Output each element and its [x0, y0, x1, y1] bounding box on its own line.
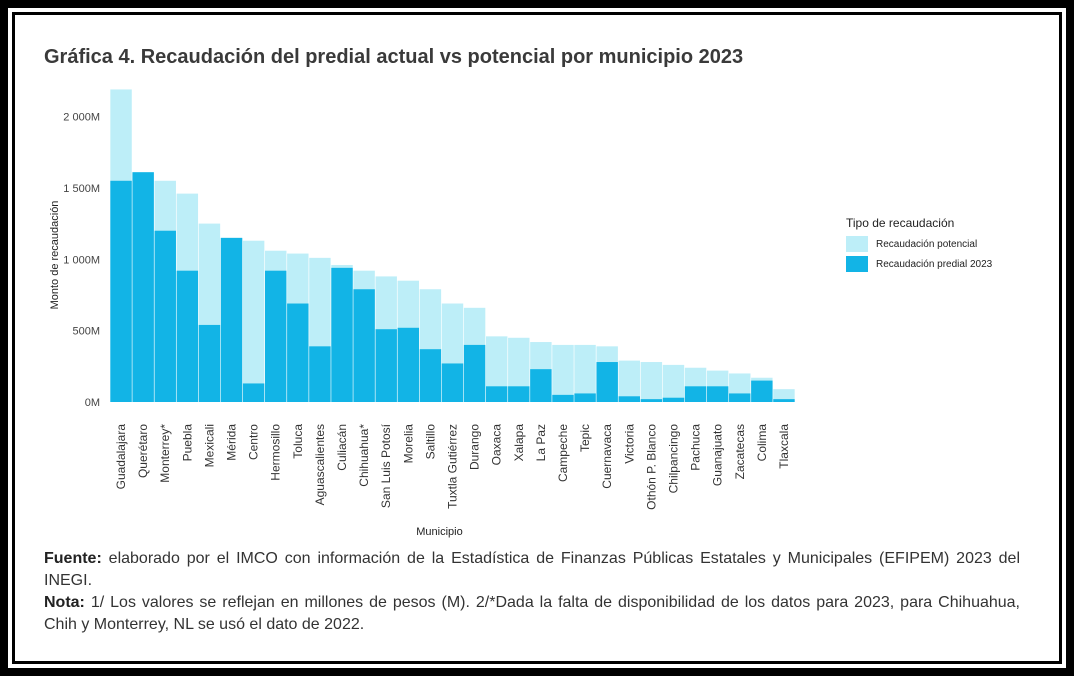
x-tick-label: Centro [247, 424, 261, 460]
chart-title: Gráfica 4. Recaudación del predial actua… [44, 46, 744, 68]
legend-item-potencial: Recaudación potencial [846, 236, 977, 252]
x-tick-label: Cuernavaca [600, 424, 614, 489]
bar-actual [574, 393, 596, 402]
bar-actual [110, 180, 132, 402]
x-tick-label: Campeche [556, 424, 570, 482]
nota-paragraph: Nota: 1/ Los valores se reflejan en mill… [44, 592, 1020, 636]
bar-actual [242, 383, 265, 402]
x-tick-label: Tepic [578, 424, 592, 452]
x-tick-label: Puebla [180, 424, 194, 462]
x-tick-label: Victoria [622, 424, 636, 464]
legend-swatch-actual [846, 256, 868, 272]
bar-chart: 0M 500M 1 000M 1 500M 2 000M Monto de recauda… [49, 89, 795, 538]
bar-actual [397, 327, 420, 402]
bar-actual [618, 396, 640, 402]
x-tick-label: Morelia [401, 424, 415, 464]
x-tick-label: Aguascalientes [313, 424, 327, 505]
bar-actual [309, 346, 331, 402]
bar-actual [287, 303, 309, 402]
fuente-label: Fuente: [44, 550, 102, 567]
bar-actual [596, 362, 618, 402]
bar-actual [662, 397, 685, 402]
bar-actual [751, 380, 773, 402]
legend-label-potencial: Recaudación potencial [876, 238, 978, 250]
x-tick-label: Zacatecas [733, 424, 747, 479]
x-tick-label: Xalapa [512, 424, 526, 462]
x-tick-label: Culiacán [335, 424, 349, 471]
bar-actual [706, 386, 729, 402]
legend-item-actual: Recaudación predial 2023 [846, 256, 992, 272]
bar-potencial [242, 240, 265, 402]
fuente-paragraph: Fuente: elaborado por el IMCO con inform… [44, 548, 1020, 592]
bar-potencial [485, 336, 508, 402]
x-tick-label: Tlaxcala [777, 424, 791, 469]
x-tick-label: Durango [468, 424, 482, 470]
x-tick-label: Saltillo [423, 424, 437, 460]
x-tick-label: Othón P. Blanco [644, 424, 658, 510]
bar-actual [331, 267, 353, 402]
bar-potencial [773, 389, 795, 402]
legend-title: Tipo de recaudación [846, 216, 955, 230]
bar-actual [198, 324, 221, 402]
x-tick-label: San Luis Potosí [379, 423, 393, 508]
x-tick-label: Mexicali [202, 424, 216, 467]
bar-potencial [662, 364, 685, 402]
x-tick-label: Tuxtla Gutiérrez [446, 424, 460, 509]
x-tick-label: Colima [755, 424, 769, 462]
bar-actual [729, 393, 751, 402]
bar-actual [684, 386, 707, 402]
x-tick-label: Guanajuato [711, 424, 725, 486]
nota-label: Nota: [44, 594, 85, 611]
bar-actual [220, 237, 243, 402]
bar-actual [640, 399, 663, 402]
bar-potencial [508, 337, 530, 402]
fuente-text: elaborado por el IMCO con información de… [44, 550, 1020, 589]
y-tick-label: 1 000M [63, 254, 100, 266]
bar-potencial [574, 344, 596, 402]
x-tick-label: Guadalajara [114, 424, 128, 490]
bar-actual [508, 386, 530, 402]
y-tick-label: 0M [85, 397, 100, 409]
x-tick-label: Mérida [225, 424, 239, 461]
legend-swatch-potencial [846, 236, 868, 252]
bar-potencial [640, 362, 663, 402]
bar-actual [265, 270, 287, 402]
bar-actual [530, 369, 552, 402]
x-tick-label: Chihuahua* [357, 424, 371, 487]
x-tick-label: Monterrey* [158, 424, 172, 483]
bar-actual [773, 399, 795, 402]
bar-actual [176, 270, 199, 402]
y-axis-label: Monto de recaudación [49, 201, 61, 310]
x-tick-label: Chilpancingo [666, 424, 680, 494]
bar-actual [353, 289, 375, 402]
y-tick-label: 2 000M [63, 112, 100, 124]
x-tick-label: Hermosillo [269, 424, 283, 481]
bar-actual [441, 363, 464, 402]
bar-actual [485, 386, 508, 402]
x-tick-label: Oaxaca [490, 424, 504, 466]
legend-label-actual: Recaudación predial 2023 [876, 258, 993, 270]
y-tick-label: 500M [72, 326, 100, 338]
bar-actual [463, 344, 486, 402]
x-tick-label: Querétaro [136, 424, 150, 478]
y-tick-label: 1 500M [63, 183, 100, 195]
bar-actual [132, 172, 154, 402]
notes-block: Fuente: elaborado por el IMCO con inform… [44, 548, 1020, 636]
x-axis-label: Municipio [416, 526, 462, 538]
bar-potencial [618, 360, 640, 402]
bar-potencial [552, 344, 574, 402]
x-tick-label: Pachuca [689, 424, 703, 471]
bar-actual [154, 230, 176, 402]
bar-actual [375, 329, 397, 402]
bar-actual [552, 394, 574, 402]
x-tick-label: La Paz [534, 424, 548, 461]
x-tick-label: Toluca [291, 424, 305, 459]
bar-actual [419, 349, 442, 402]
nota-text: 1/ Los valores se reflejan en millones d… [44, 594, 1020, 633]
